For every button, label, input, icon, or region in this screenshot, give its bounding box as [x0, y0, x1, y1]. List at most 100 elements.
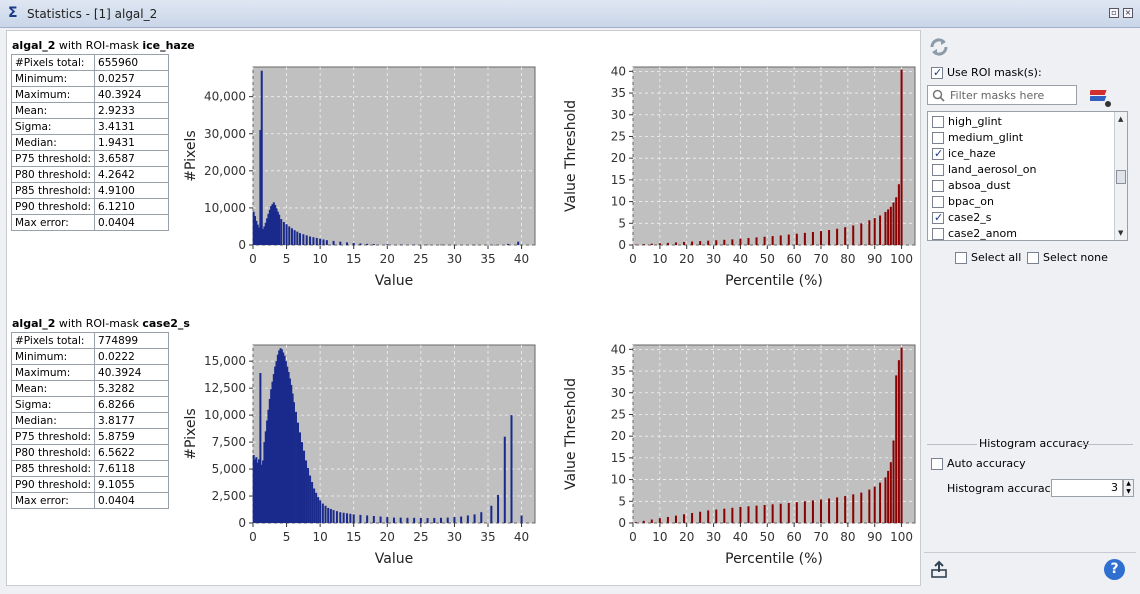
- stat-label: P80 threshold:: [10, 444, 96, 461]
- x-tick-label: 40: [514, 530, 529, 544]
- mask-list[interactable]: high_glint medium_glint ice_haze land_aeros…: [927, 111, 1128, 241]
- stats-row: P85 threshold: 4.9100: [10, 182, 170, 199]
- x-tick-label: 25: [413, 530, 428, 544]
- use-roi-label: Use ROI mask(s):: [947, 66, 1042, 79]
- mask-checkbox[interactable]: [932, 164, 944, 176]
- bar: [795, 502, 798, 523]
- scroll-thumb[interactable]: [1116, 170, 1126, 184]
- stats-row: Minimum: 0.0222: [10, 348, 170, 365]
- scroll-down-icon[interactable]: ▼: [1118, 229, 1124, 237]
- stat-label: Minimum:: [10, 70, 96, 87]
- refresh-icon[interactable]: [928, 36, 950, 58]
- plot-area: [632, 66, 916, 246]
- x-tick-label: 100: [890, 530, 913, 544]
- mask-checkbox[interactable]: [932, 132, 944, 144]
- stat-label: Max error:: [10, 214, 96, 231]
- stat-value: 3.6587: [94, 150, 170, 167]
- mask-checkbox[interactable]: [932, 228, 944, 240]
- mask-item[interactable]: high_glint: [930, 114, 1110, 130]
- y-tick-label: 5: [618, 494, 626, 508]
- y-tick-label: 15: [611, 173, 626, 187]
- y-tick-label: 12,500: [204, 381, 246, 395]
- bar: [288, 226, 291, 245]
- spin-up-icon[interactable]: ▲: [1126, 480, 1131, 487]
- close-button[interactable]: ×: [1123, 8, 1133, 18]
- mask-item[interactable]: ice_haze: [930, 146, 1110, 162]
- bar: [290, 384, 293, 523]
- mask-filter-input[interactable]: Filter masks here: [927, 85, 1077, 105]
- bar: [262, 460, 265, 523]
- export-icon[interactable]: [930, 560, 948, 578]
- accuracy-spinner-buttons[interactable]: ▲ ▼: [1123, 479, 1134, 497]
- mask-checkbox[interactable]: [932, 180, 944, 192]
- mask-item[interactable]: medium_glint: [930, 130, 1110, 146]
- mask-label: case2_s: [948, 211, 992, 224]
- bar: [879, 215, 882, 245]
- mask-item[interactable]: bpac_on: [930, 194, 1110, 210]
- bar: [889, 206, 892, 245]
- stat-label: P85 threshold:: [10, 460, 96, 477]
- mask-item[interactable]: case2_s: [930, 210, 1110, 226]
- x-tick-label: 70: [813, 252, 828, 266]
- bar: [256, 224, 259, 245]
- bar: [264, 431, 267, 523]
- accuracy-spinner-input[interactable]: 3: [1051, 479, 1123, 497]
- x-tick-label: 0: [249, 252, 257, 266]
- stats-row: Mean: 5.3282: [10, 380, 170, 397]
- mask-label: ice_haze: [948, 147, 996, 160]
- plot-area: [632, 344, 916, 524]
- stat-label: P80 threshold:: [10, 166, 96, 183]
- mask-manager-icon[interactable]: [1090, 86, 1114, 108]
- bar: [321, 503, 324, 523]
- y-axis-label: #Pixels: [183, 408, 199, 459]
- spin-down-icon[interactable]: ▼: [1126, 488, 1131, 495]
- x-tick-label: 20: [679, 530, 694, 544]
- stats-row: P90 threshold: 9.1055: [10, 476, 170, 493]
- bar: [312, 237, 315, 245]
- x-tick-label: 20: [380, 252, 395, 266]
- stat-value: 0.0222: [94, 348, 170, 365]
- mask-item[interactable]: land_aerosol_on: [930, 162, 1110, 178]
- mask-checkbox[interactable]: [932, 147, 944, 160]
- minimize-button[interactable]: ▫: [1109, 8, 1119, 18]
- bar: [892, 202, 895, 245]
- block-title-2: algal_2 with ROI-mask case2_s: [12, 317, 190, 330]
- mask-item[interactable]: absoa_dust: [930, 178, 1110, 194]
- stats-row: P75 threshold: 5.8759: [10, 428, 170, 445]
- select-none-checkbox[interactable]: [1027, 252, 1039, 264]
- use-roi-checkbox[interactable]: [931, 66, 943, 79]
- mask-item[interactable]: case2_anom: [930, 226, 1110, 240]
- y-tick-label: 0: [618, 516, 626, 530]
- bar: [828, 498, 831, 523]
- bar: [892, 440, 895, 523]
- help-icon[interactable]: ?: [1104, 559, 1125, 580]
- bar: [889, 462, 892, 523]
- x-tick-label: 80: [840, 530, 855, 544]
- mask-checkbox[interactable]: [932, 116, 944, 128]
- auto-accuracy-checkbox[interactable]: [931, 458, 943, 470]
- bar: [392, 517, 396, 523]
- bar: [280, 349, 283, 523]
- y-tick-label: 25: [611, 129, 626, 143]
- bar: [287, 371, 290, 523]
- x-tick-label: 20: [679, 252, 694, 266]
- bar: [315, 237, 318, 245]
- bar: [419, 518, 422, 523]
- mask-list-scrollbar[interactable]: ▲ ▼: [1114, 112, 1127, 240]
- stats-row: Sigma: 3.4131: [10, 118, 170, 135]
- stat-label: Minimum:: [10, 348, 96, 365]
- x-tick-label: 10: [313, 530, 328, 544]
- bar: [329, 508, 332, 523]
- select-all-checkbox[interactable]: [955, 252, 967, 264]
- mask-checkbox[interactable]: [932, 196, 944, 208]
- bar: [763, 504, 766, 523]
- bar: [319, 238, 322, 245]
- search-icon: [932, 89, 945, 102]
- scroll-up-icon[interactable]: ▲: [1118, 115, 1124, 123]
- stat-label: Mean:: [10, 380, 96, 397]
- bar: [255, 457, 258, 523]
- stat-value: 40.3924: [94, 86, 170, 103]
- mask-checkbox[interactable]: [932, 211, 944, 224]
- x-tick-label: 5: [283, 530, 291, 544]
- histogram-chart-2: 0 5 10 15 20 25 30 35 40 0 2,500 5,000 7,500 10,000 12…: [183, 344, 536, 567]
